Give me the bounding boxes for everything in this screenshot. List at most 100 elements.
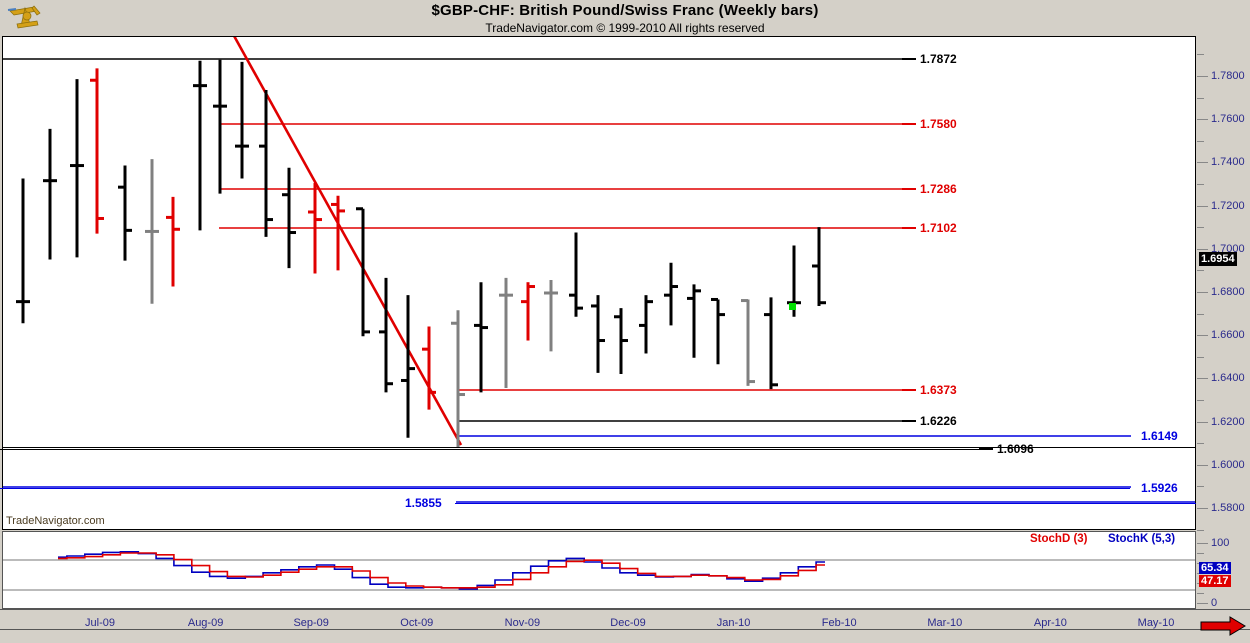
ohlc-bar <box>812 227 826 306</box>
copyright-subtitle: TradeNavigator.com © 1999-2010 All right… <box>485 21 765 35</box>
ohlc-bar <box>401 295 415 438</box>
x-axis-label: May-10 <box>1137 617 1175 629</box>
price-level-tick <box>979 448 993 450</box>
price-chart-pane[interactable] <box>2 33 1196 448</box>
x-axis-label: Nov-09 <box>504 617 541 629</box>
ohlc-bar <box>379 277 393 393</box>
price-level-label: 1.7286 <box>920 182 957 196</box>
stoch-axis-tick <box>1197 543 1208 544</box>
y-axis-minor-tick <box>1197 227 1204 229</box>
ohlc-bar <box>687 284 701 358</box>
stoch-k-legend: StochK (5,3) <box>1108 533 1176 545</box>
y-axis-tick <box>1197 421 1208 423</box>
price-level-label: 1.7872 <box>920 52 957 66</box>
price-level-tick <box>902 420 916 422</box>
sextant-logo-icon <box>4 2 50 34</box>
x-axis-label: Oct-09 <box>400 617 434 629</box>
y-axis-label: 1.6400 <box>1211 372 1245 385</box>
ohlc-bar <box>451 310 465 448</box>
price-level-label: 1.5926 <box>1141 481 1178 495</box>
price-level-line <box>455 503 1196 504</box>
y-axis-tick <box>1197 162 1208 164</box>
y-axis-label: 1.7200 <box>1211 199 1245 212</box>
date-x-axis[interactable]: Jul-09 Aug-09 Sep-09 Oct-09 Nov-09 Dec-09 Jan-… <box>0 609 1250 643</box>
ohlc-bar <box>70 79 84 258</box>
stoch-k-value-flag: 65.34 <box>1199 562 1231 574</box>
y-axis-tick <box>1197 119 1208 121</box>
price-level-tick <box>902 123 916 125</box>
ohlc-bar <box>711 297 725 365</box>
price-level-label: 1.6373 <box>920 383 957 397</box>
ohlc-bar <box>499 277 513 389</box>
ohlc-bar <box>235 61 249 179</box>
stoch-axis-label: 0 <box>1211 597 1218 609</box>
y-axis-minor-tick <box>1197 97 1204 99</box>
price-level-label: 1.6226 <box>920 414 957 428</box>
price-level-tick <box>902 389 916 391</box>
ohlc-bar <box>764 297 778 390</box>
stoch-axis-tick <box>1197 603 1208 604</box>
y-axis-label: 1.7600 <box>1211 113 1245 126</box>
ohlc-bar <box>422 326 436 410</box>
ohlc-bar <box>43 128 57 260</box>
ohlc-bar <box>664 262 678 326</box>
y-axis-tick <box>1197 292 1208 293</box>
y-axis-label: 1.6000 <box>1211 458 1245 471</box>
ohlc-bar <box>614 308 628 374</box>
y-axis-minor-tick <box>1197 443 1204 445</box>
y-axis-tick <box>1197 464 1208 466</box>
y-axis-label: 1.5800 <box>1211 502 1245 514</box>
ohlc-bar <box>193 60 207 231</box>
chart-header: $GBP-CHF: British Pound/Swiss Franc (Wee… <box>0 0 1250 36</box>
price-y-axis[interactable]: 1.7800 1.7600 1.7400 1.7200 1.7000 1.6800 1.66… <box>1197 36 1250 531</box>
y-axis-tick <box>1197 76 1208 77</box>
ohlc-bar <box>90 68 104 234</box>
price-level-tick <box>902 188 916 190</box>
stochastic-pane[interactable] <box>2 531 1196 609</box>
y-axis-minor-tick <box>1197 54 1204 56</box>
ohlc-bar <box>331 195 345 271</box>
x-axis-label: Aug-09 <box>187 617 224 629</box>
price-level-label: 1.7102 <box>920 221 957 235</box>
ohlc-bar <box>474 282 488 393</box>
ohlc-bar <box>639 295 653 354</box>
ohlc-bar <box>145 159 159 304</box>
y-axis-tick <box>1197 378 1208 380</box>
stoch-line <box>58 551 825 590</box>
ohlc-bar <box>282 167 296 269</box>
y-axis-minor-tick <box>1197 486 1204 488</box>
x-axis-label: Jul-09 <box>85 617 115 629</box>
price-level-line <box>0 449 985 450</box>
page-title: $GBP-CHF: British Pound/Swiss Franc (Wee… <box>431 2 819 19</box>
ohlc-bar <box>166 196 180 287</box>
stoch-axis-label: 100 <box>1211 537 1230 549</box>
y-axis-tick <box>1197 508 1208 509</box>
price-level-label: 1.7580 <box>920 117 957 131</box>
ohlc-bar <box>591 295 605 373</box>
x-axis-label: Dec-09 <box>610 617 646 629</box>
axis-divider <box>0 629 1250 630</box>
y-axis-tick <box>1197 335 1208 337</box>
stoch-axis-minor-tick <box>1197 553 1204 554</box>
ohlc-bar <box>118 165 132 261</box>
y-axis-minor-tick <box>1197 184 1204 185</box>
y-axis-tick <box>1197 205 1208 207</box>
price-level-tick <box>902 227 916 229</box>
lower-price-pane[interactable] <box>2 448 1196 530</box>
y-axis-label: 1.7400 <box>1211 156 1245 169</box>
stochastic-svg <box>3 551 1195 591</box>
x-axis-label: Feb-10 <box>821 617 857 629</box>
ohlc-bar <box>308 182 322 274</box>
x-axis-label: Sep-09 <box>293 617 329 629</box>
y-axis-minor-tick <box>1197 270 1204 272</box>
y-axis-minor-tick <box>1197 400 1204 401</box>
x-axis-label: Jan-10 <box>716 617 751 629</box>
y-axis-minor-tick <box>1197 140 1204 142</box>
ohlc-bar <box>16 178 30 324</box>
ohlc-bar <box>259 89 273 237</box>
stoch-axis-minor-tick <box>1197 593 1204 594</box>
stoch-d-legend: StochD (3) <box>1030 533 1088 545</box>
last-price-flag: 1.6954 <box>1199 251 1237 266</box>
forward-arrow-icon[interactable] <box>1200 616 1246 636</box>
ohlc-bar <box>569 232 583 317</box>
